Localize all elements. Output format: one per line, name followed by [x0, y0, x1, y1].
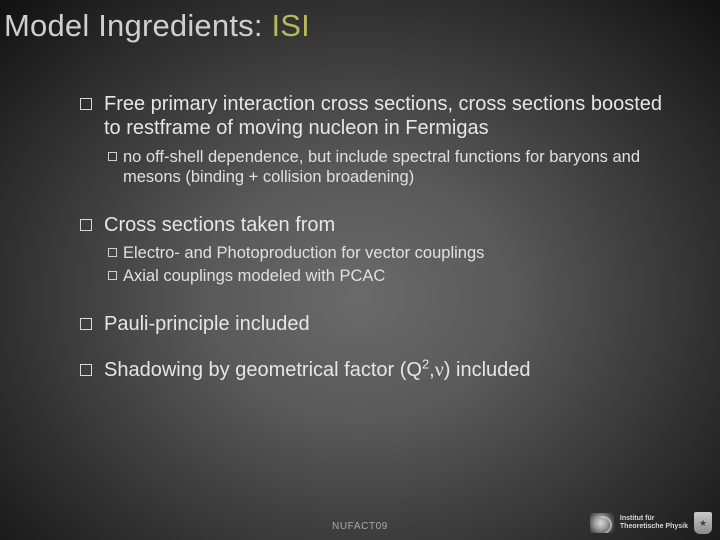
title-prefix: Model Ingredients: [4, 8, 271, 43]
square-bullet-icon [80, 98, 92, 110]
university-crest-icon [694, 512, 712, 534]
institute-name: Institut für Theoretische Physik [620, 515, 688, 531]
bullet-group-4: Shadowing by geometrical factor (Q2,ν) i… [80, 358, 676, 382]
footer-text: NUFACT09 [332, 521, 388, 532]
sub-bullet-text: no off-shell dependence, but include spe… [123, 147, 676, 187]
slide-title: Model Ingredients: ISI [0, 0, 720, 44]
bullet-text: Shadowing by geometrical factor (Q2,ν) i… [104, 358, 531, 382]
institute-logo-block: Institut für Theoretische Physik [590, 512, 712, 534]
bullet-text: Pauli-principle included [104, 312, 310, 336]
slide-content: Free primary interaction cross sections,… [0, 44, 720, 382]
title-accent: ISI [271, 8, 310, 43]
square-bullet-icon [108, 271, 117, 280]
bullet-text: Free primary interaction cross sections,… [104, 92, 676, 141]
sub-bullet-text: Electro- and Photoproduction for vector … [123, 243, 484, 263]
sub-bullet-item: Axial couplings modeled with PCAC [108, 266, 676, 286]
sub-bullet-item: Electro- and Photoproduction for vector … [108, 243, 676, 263]
institute-line2: Theoretische Physik [620, 523, 688, 531]
bullet-group-3: Pauli-principle included [80, 312, 676, 336]
bullet-group-2: Cross sections taken from Electro- and P… [80, 213, 676, 286]
bullet-item: Cross sections taken from [80, 213, 676, 237]
square-bullet-icon [108, 152, 117, 161]
square-bullet-icon [80, 364, 92, 376]
bullet-text: Cross sections taken from [104, 213, 335, 237]
slide: Model Ingredients: ISI Free primary inte… [0, 0, 720, 540]
bullet-item: Shadowing by geometrical factor (Q2,ν) i… [80, 358, 676, 382]
square-bullet-icon [80, 219, 92, 231]
bullet-item: Pauli-principle included [80, 312, 676, 336]
square-bullet-icon [108, 248, 117, 257]
bullet-item: Free primary interaction cross sections,… [80, 92, 676, 141]
sub-bullet-text: Axial couplings modeled with PCAC [123, 266, 385, 286]
sub-bullet-item: no off-shell dependence, but include spe… [108, 147, 676, 187]
swirl-icon [590, 513, 614, 533]
bullet-group-1: Free primary interaction cross sections,… [80, 92, 676, 187]
institute-line1: Institut für [620, 515, 688, 523]
square-bullet-icon [80, 318, 92, 330]
